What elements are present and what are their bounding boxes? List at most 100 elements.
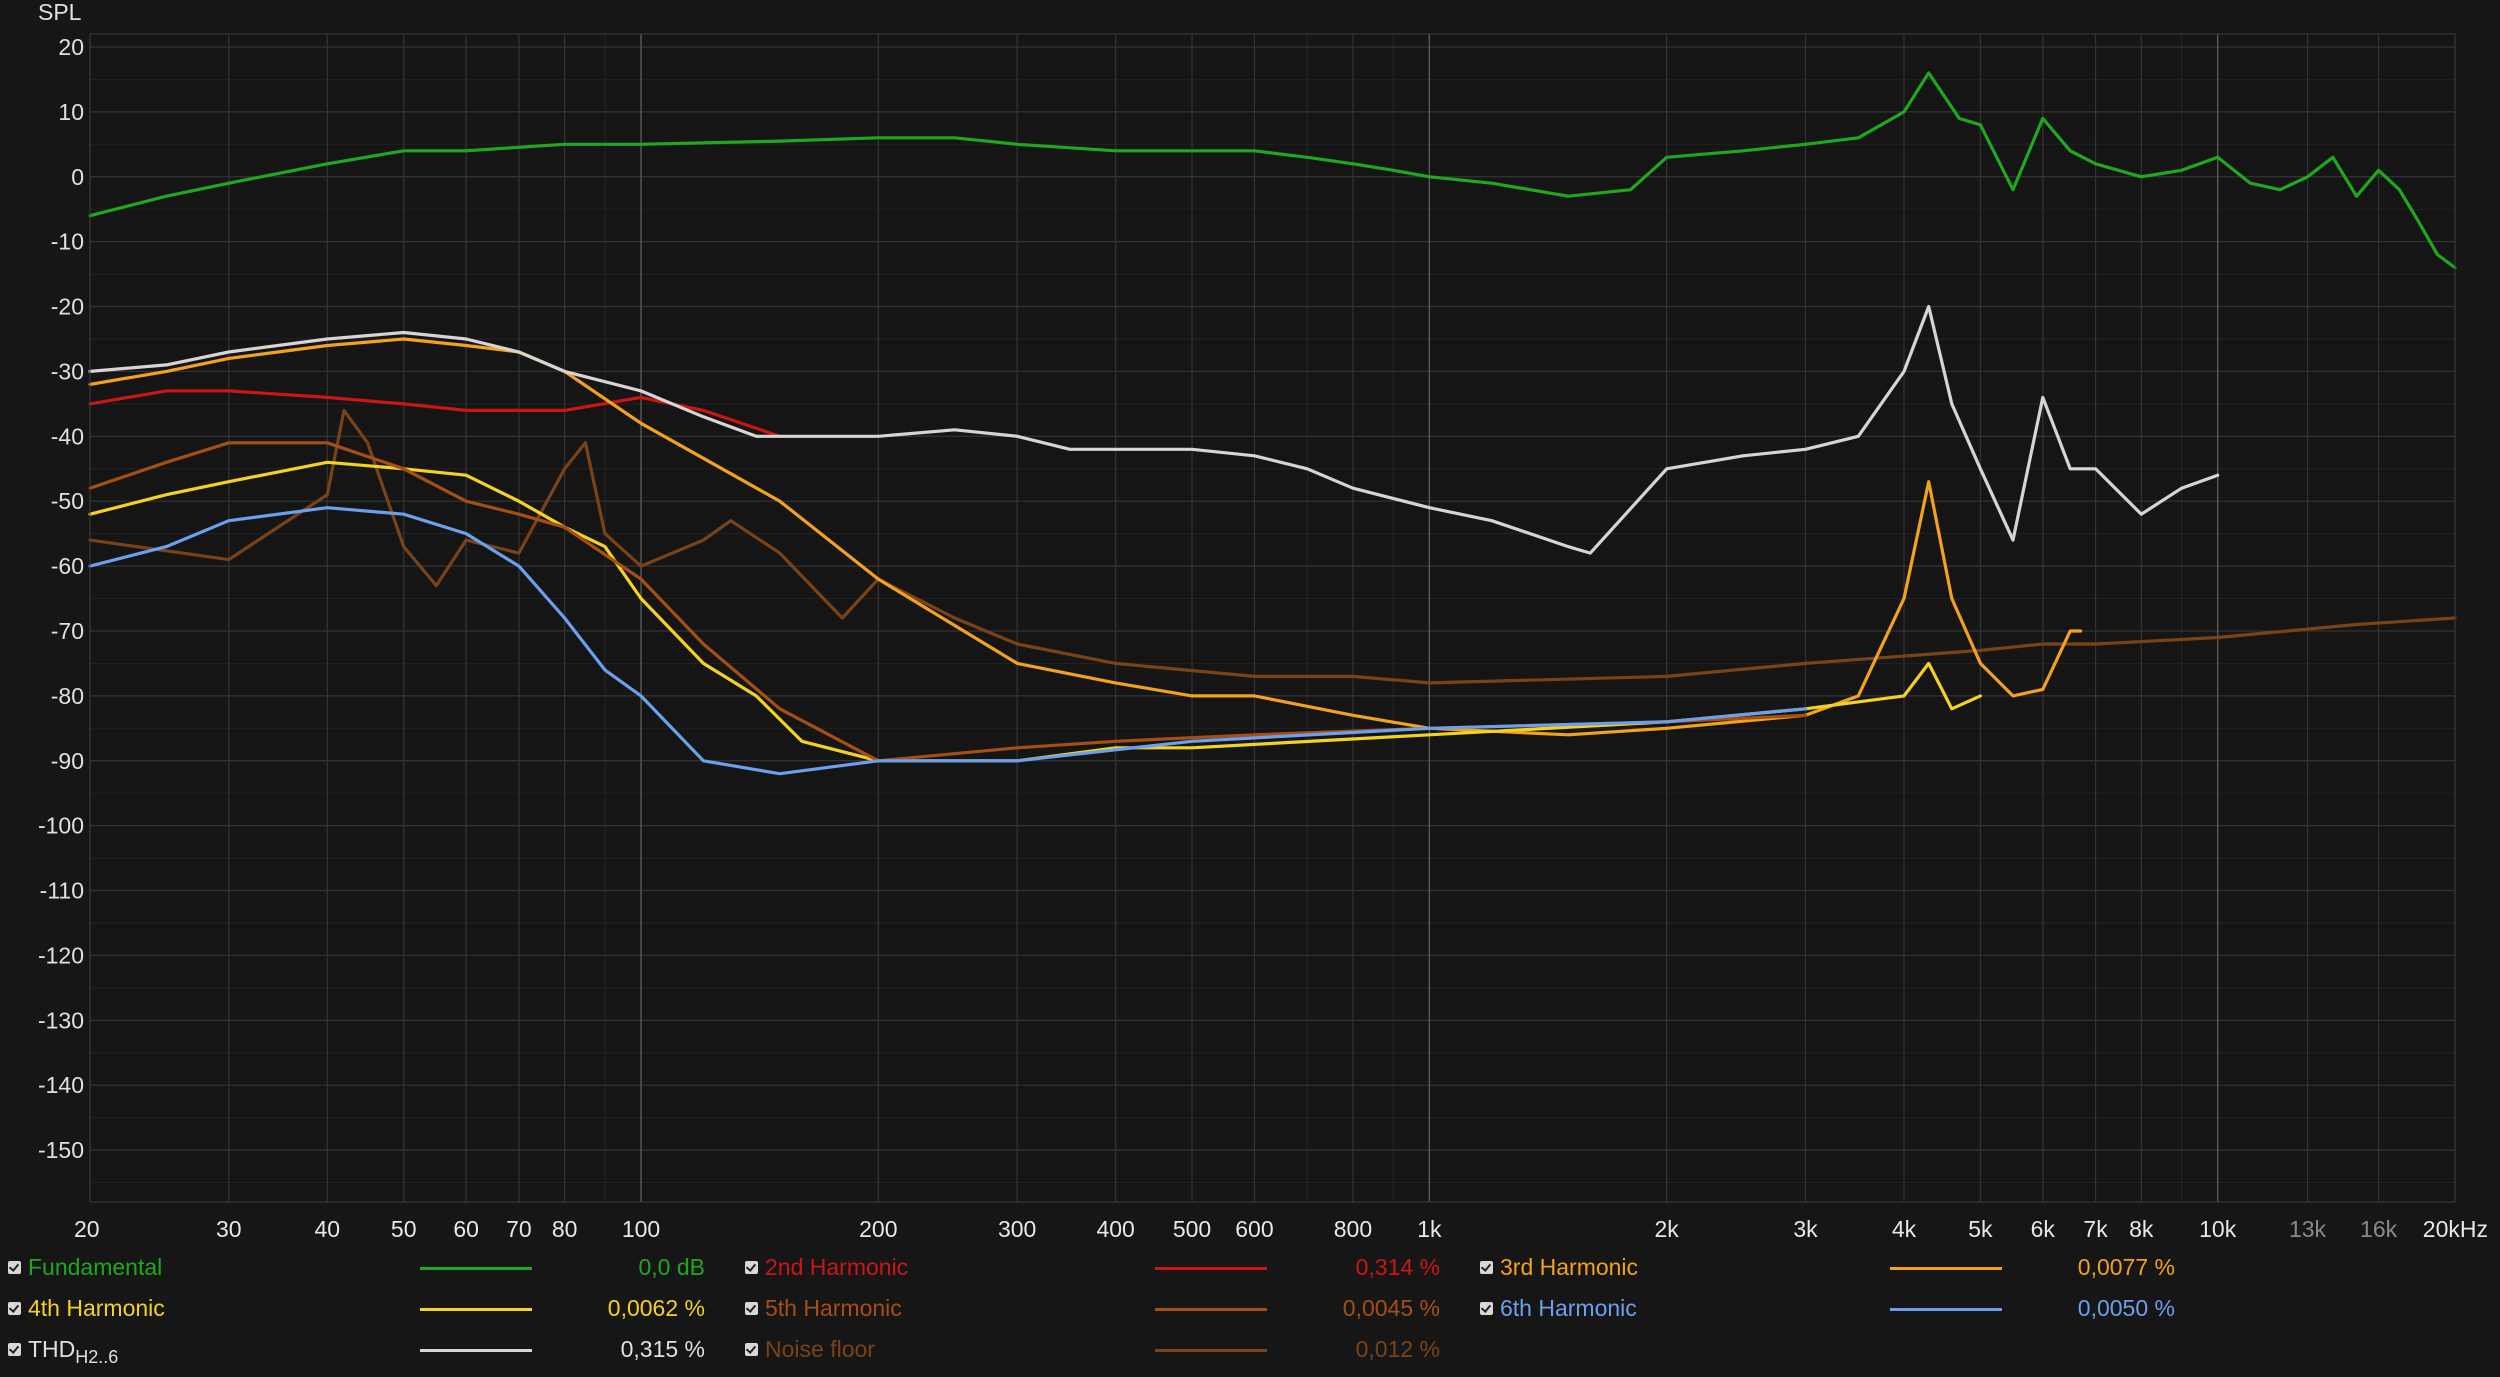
legend-item-fundamental: Fundamental 0,0 dB <box>0 1248 2500 1288</box>
x-tick-label: 1k <box>1417 1216 1442 1242</box>
distortion-chart: 20 10 0 -10 -20 -30 -40 -50 -60 -70 -80 -90 -100 -110… <box>38 0 2488 1242</box>
x-tick-label: 40 <box>315 1216 341 1242</box>
legend-label-text: 2nd Harmonic <box>765 1254 909 1280</box>
x-tick-label: 6k <box>2031 1216 2056 1242</box>
legend-item-noise-floor: Noise floor 0,012 % <box>0 1330 2500 1370</box>
legend-value: 0,0 dB <box>638 1254 706 1280</box>
y-tick-label: -20 <box>51 294 84 320</box>
legend-checkbox[interactable] <box>745 1343 758 1356</box>
legend-label: 3rd Harmonic <box>1500 1254 1638 1281</box>
grid-major <box>89 34 2456 1202</box>
y-tick-label: 0 <box>71 164 84 190</box>
y-tick-label: -10 <box>51 229 84 255</box>
legend-checkbox[interactable] <box>745 1302 758 1315</box>
x-tick-label: 200 <box>859 1216 897 1242</box>
legend-item-thd: THDH2..6 0,315 % <box>0 1330 2500 1370</box>
x-tick-label: 300 <box>998 1216 1036 1242</box>
legend-item-6th-harmonic: 6th Harmonic 0,0050 % <box>0 1289 2500 1329</box>
series-line-5th-harmonic <box>88 441 1808 763</box>
y-tick-label: -110 <box>40 878 84 904</box>
y-tick-label: -60 <box>51 553 84 579</box>
x-tick-label: 400 <box>1096 1216 1134 1242</box>
plot-border <box>89 33 2456 1203</box>
y-tick-label: -50 <box>51 488 84 514</box>
legend-label-text: 6th Harmonic <box>1500 1295 1637 1321</box>
y-tick-label: -30 <box>51 358 84 384</box>
legend-value: 0,0077 % <box>2077 1254 2175 1280</box>
legend-value: 0,0050 % <box>2077 1295 2175 1321</box>
legend-label-text: Noise floor <box>765 1336 875 1362</box>
legend-swatch <box>1155 1267 1267 1270</box>
x-tick-label: 10k <box>2199 1216 2237 1242</box>
y-tick-label: -40 <box>51 423 84 449</box>
legend-label-text: Fundamental <box>28 1254 163 1280</box>
x-tick-label: 3k <box>1793 1216 1818 1242</box>
legend-label-text: 5th Harmonic <box>765 1295 902 1321</box>
series-line-2nd-harmonic <box>88 389 782 438</box>
x-tick-label: 2k <box>1655 1216 1680 1242</box>
legend-swatch <box>1155 1308 1267 1311</box>
series-line-3rd-harmonic <box>88 337 2083 737</box>
y-tick-label: -90 <box>51 748 84 774</box>
x-tick-label: 7k <box>2083 1216 2108 1242</box>
legend-label: THDH2..6 <box>28 1336 118 1368</box>
series-line-4th-harmonic <box>88 460 1983 763</box>
x-axis-ticks: 20 30 40 50 60 70 80 100 200 300 400 500 600 800 1k 2k 3… <box>74 1216 2488 1242</box>
legend-label-text: 4th Harmonic <box>28 1295 165 1321</box>
legend-swatch <box>420 1349 532 1352</box>
legend-swatch <box>1890 1308 2002 1311</box>
series-line-thd <box>88 304 2220 555</box>
x-tick-label: 16k <box>2360 1216 2398 1242</box>
legend-item-2nd-harmonic: 2nd Harmonic 0,314 % <box>0 1248 2500 1288</box>
x-tick-label: 20kHz <box>2423 1216 2488 1242</box>
legend-checkbox[interactable] <box>8 1302 21 1315</box>
x-tick-label: 500 <box>1173 1216 1211 1242</box>
legend-value: 0,0045 % <box>1342 1295 1440 1321</box>
legend-label: 6th Harmonic <box>1500 1295 1637 1322</box>
legend-checkbox[interactable] <box>745 1261 758 1274</box>
legend-label: 4th Harmonic <box>28 1295 165 1322</box>
legend-swatch <box>1890 1267 2002 1270</box>
x-tick-label: 70 <box>506 1216 532 1242</box>
x-tick-label: 800 <box>1334 1216 1372 1242</box>
legend-label-subscript: H2..6 <box>75 1347 119 1367</box>
y-axis-label: SPL <box>38 0 82 25</box>
legend-label-text: THD <box>28 1336 76 1362</box>
y-tick-label: -140 <box>38 1072 84 1098</box>
legend-swatch <box>420 1308 532 1311</box>
legend-label-text: 3rd Harmonic <box>1500 1254 1639 1280</box>
y-tick-label: -120 <box>38 942 84 968</box>
y-tick-label: -150 <box>38 1137 84 1163</box>
x-tick-label: 20 <box>74 1216 100 1242</box>
y-tick-label: 10 <box>58 99 84 125</box>
legend: Fundamental 0,0 dB 2nd Harmonic 0,314 % 3rd … <box>0 1248 2500 1377</box>
legend-checkbox[interactable] <box>1480 1302 1493 1315</box>
legend-swatch <box>1155 1349 1267 1352</box>
legend-label: Noise floor <box>765 1336 875 1363</box>
legend-checkbox[interactable] <box>1480 1261 1493 1274</box>
legend-value: 0,315 % <box>620 1336 705 1362</box>
legend-item-5th-harmonic: 5th Harmonic 0,0045 % <box>0 1289 2500 1329</box>
y-tick-label: -130 <box>38 1007 84 1033</box>
y-tick-label: -100 <box>38 813 84 839</box>
legend-checkbox[interactable] <box>8 1261 21 1274</box>
series-line-6th-harmonic <box>88 506 1808 776</box>
series-line-noise-floor <box>88 408 2457 685</box>
x-tick-label: 50 <box>391 1216 417 1242</box>
plot-background <box>90 34 2455 1202</box>
legend-item-4th-harmonic: 4th Harmonic 0,0062 % <box>0 1289 2500 1329</box>
legend-value: 0,314 % <box>1355 1254 1440 1280</box>
y-axis-ticks: 20 10 0 -10 -20 -30 -40 -50 -60 -70 -80 -90 -100 -110… <box>38 34 84 1163</box>
y-tick-label: 20 <box>58 34 84 60</box>
legend-label: 5th Harmonic <box>765 1295 902 1322</box>
x-tick-label: 13k <box>2289 1216 2327 1242</box>
legend-label: Fundamental <box>28 1254 162 1281</box>
legend-checkbox[interactable] <box>8 1343 21 1356</box>
legend-value: 0,0062 % <box>607 1295 705 1321</box>
x-tick-label: 8k <box>2129 1216 2154 1242</box>
series-layer <box>88 71 2457 776</box>
y-tick-label: -70 <box>51 618 84 644</box>
legend-item-3rd-harmonic: 3rd Harmonic 0,0077 % <box>0 1248 2500 1288</box>
series-line-fundamental <box>88 71 2457 270</box>
y-tick-label: -80 <box>51 683 84 709</box>
